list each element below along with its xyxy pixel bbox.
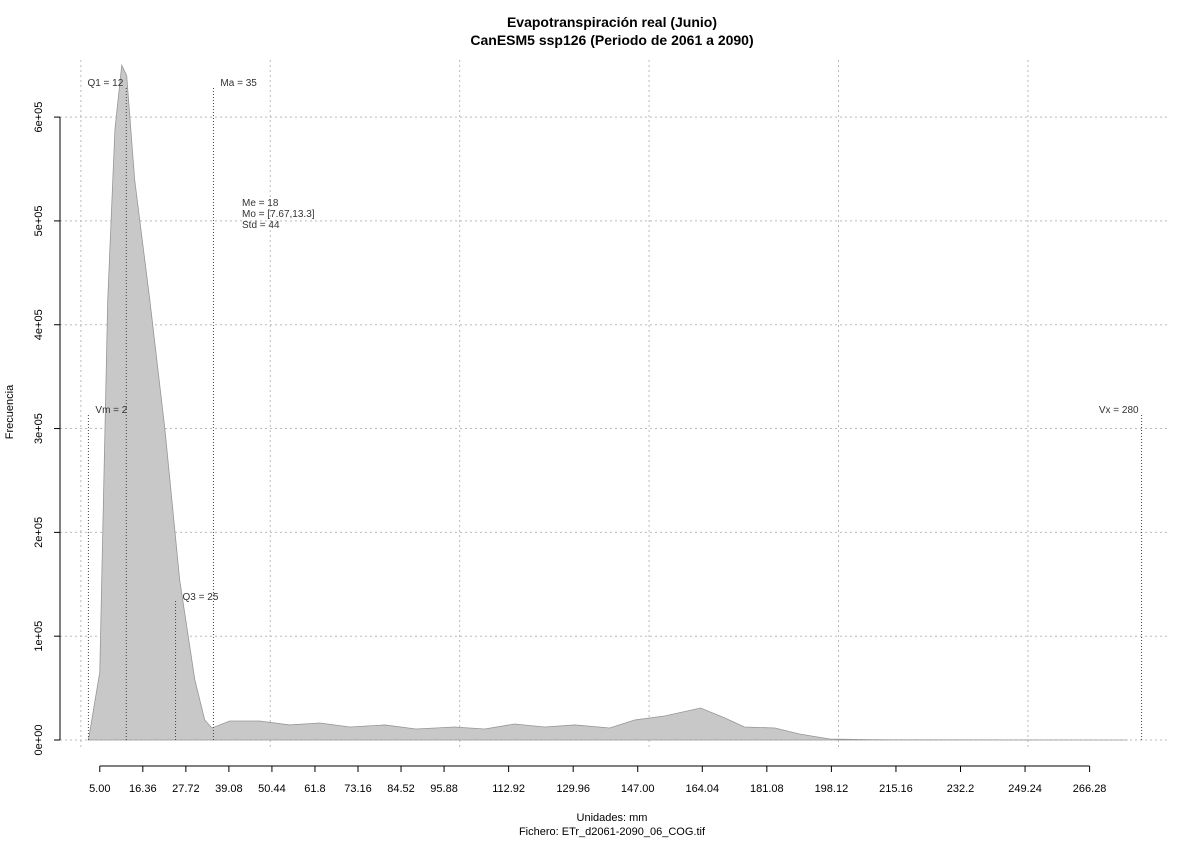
x-tick-label: 39.08 (215, 783, 243, 795)
x-tick-label: 50.44 (258, 783, 286, 795)
caption: Fichero: ETr_d2061-2090_06_COG.tif (519, 826, 706, 838)
y-label: Frecuencia (4, 384, 16, 439)
marker-label: Vx = 280 (1099, 405, 1139, 416)
y-tick-label: 4e+05 (33, 309, 45, 340)
chart-title: Evapotranspiración real (Junio) (507, 14, 717, 30)
density-area (87, 63, 1128, 741)
marker-label: Ma = 35 (220, 78, 257, 89)
marker-label: Q3 = 25 (183, 592, 219, 603)
x-tick-label: 61.8 (304, 783, 325, 795)
x-tick-label: 164.04 (685, 783, 719, 795)
marker-label: Vm = 2 (95, 405, 127, 416)
x-tick-label: 129.96 (556, 783, 590, 795)
x-tick-label: 232.2 (947, 783, 975, 795)
y-tick-label: 1e+05 (33, 621, 45, 652)
y-tick-label: 6e+05 (33, 102, 45, 133)
y-tick-label: 2e+05 (33, 517, 45, 548)
x-tick-label: 16.36 (129, 783, 157, 795)
x-tick-label: 27.72 (172, 783, 200, 795)
y-tick-label: 0e+00 (33, 725, 45, 756)
x-tick-label: 5.00 (89, 783, 110, 795)
x-label: Unidades: mm (577, 812, 648, 824)
x-tick-label: 73.16 (344, 783, 372, 795)
marker-label: Q1 = 12 (87, 78, 123, 89)
x-tick-label: 266.28 (1073, 783, 1107, 795)
stats-label: Std = 44 (242, 220, 280, 231)
y-tick-label: 3e+05 (33, 413, 45, 444)
x-tick-label: 198.12 (815, 783, 849, 795)
x-tick-label: 95.88 (430, 783, 458, 795)
stats-label: Mo = [7.67,13.3] (242, 209, 315, 220)
x-tick-label: 181.08 (750, 783, 784, 795)
x-tick-label: 112.92 (492, 783, 525, 795)
chart-subtitle: CanESM5 ssp126 (Periodo de 2061 a 2090) (470, 32, 753, 48)
stats-label: Me = 18 (242, 198, 279, 209)
x-tick-label: 249.24 (1008, 783, 1042, 795)
x-tick-label: 215.16 (879, 783, 913, 795)
x-tick-label: 84.52 (387, 783, 415, 795)
y-tick-label: 5e+05 (33, 205, 45, 236)
x-tick-label: 147.00 (621, 783, 655, 795)
